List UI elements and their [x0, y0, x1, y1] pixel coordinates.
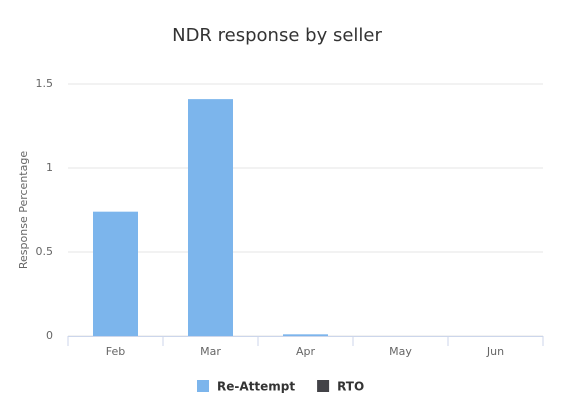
- legend-swatch[interactable]: [197, 380, 209, 392]
- x-tick-label: May: [389, 345, 412, 358]
- y-tick-label: 0: [46, 329, 53, 342]
- bar: [188, 99, 233, 337]
- y-tick-label: 1: [46, 161, 53, 174]
- legend-swatch[interactable]: [317, 380, 330, 392]
- x-tick-label: Mar: [200, 345, 221, 358]
- x-tick-label: Feb: [106, 345, 125, 358]
- bar: [93, 211, 138, 336]
- bar: [283, 334, 328, 336]
- chart-title: NDR response by seller: [172, 25, 382, 46]
- legend-label[interactable]: RTO: [337, 380, 364, 394]
- y-tick-label: 0.5: [36, 245, 54, 258]
- x-tick-label: Jun: [486, 345, 504, 358]
- y-tick-label: 1.5: [36, 77, 54, 90]
- legend-label[interactable]: Re-Attempt: [217, 380, 295, 394]
- y-axis-title: Response Percentage: [17, 151, 30, 269]
- x-tick-label: Apr: [296, 345, 316, 358]
